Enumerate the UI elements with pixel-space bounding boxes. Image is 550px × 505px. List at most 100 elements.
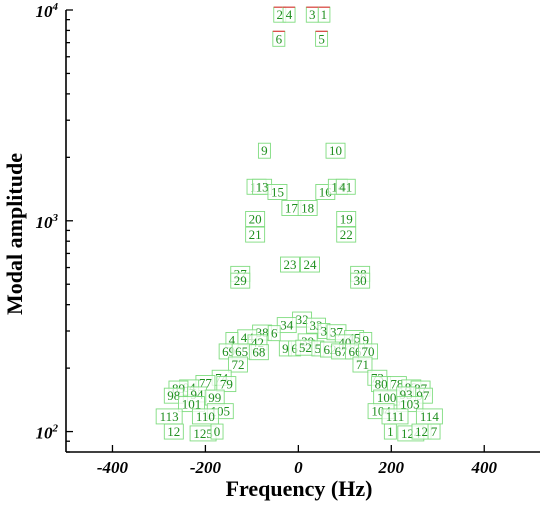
mode-marker-box (216, 376, 237, 393)
x-tick-label: 200 (378, 458, 405, 477)
mode-marker-box (191, 408, 219, 425)
mode-marker-label: 4 (229, 332, 236, 347)
mode-marker-label: 9 (362, 332, 369, 347)
mode-marker-label: 12 (415, 424, 428, 439)
mode-marker-box (163, 423, 184, 440)
mode-marker-box (336, 211, 357, 227)
mode-marker-label: 5 (318, 31, 325, 46)
mode-marker-label: 100 (377, 390, 397, 405)
mode-marker-label: 70 (362, 344, 375, 359)
mode-marker-label: 52 (299, 340, 312, 355)
mode-marker-label: 2 (277, 7, 284, 22)
mode-marker-label: 65 (235, 344, 248, 359)
mode-marker-label: 22 (340, 227, 353, 242)
mode-marker-label: 110 (196, 409, 215, 424)
mode-marker-label: 3 (309, 7, 316, 22)
mode-marker: 12 (411, 423, 432, 440)
mode-marker: 18 (297, 200, 318, 216)
mode-marker: 23 (280, 256, 300, 273)
mode-marker-label: 20 (249, 211, 262, 226)
mode-marker-label: 0 (214, 424, 221, 439)
mode-marker-label: 80 (375, 377, 388, 392)
mode-marker: 9 (257, 142, 271, 159)
x-axis-title: Frequency (Hz) (226, 476, 373, 501)
mode-marker-box (396, 396, 424, 413)
mode-marker: 41 (335, 178, 356, 195)
mode-marker: 52 (295, 339, 316, 356)
mode-marker: 110 (191, 408, 219, 425)
mode-marker-label: 12 (167, 424, 180, 439)
mode-marker: 13 (252, 178, 273, 195)
mode-marker-box (227, 356, 248, 373)
mode-marker: 68 (248, 344, 269, 361)
mode-marker-label: 19 (340, 211, 353, 226)
y-axis-title: Modal amplitude (2, 153, 27, 315)
mode-marker: 30 (350, 272, 371, 289)
mode-marker-label: 4 (286, 7, 293, 22)
mode-marker-label: 17 (285, 200, 299, 215)
mode-marker-label: 29 (234, 273, 247, 288)
mode-marker-label: 32 (296, 312, 309, 327)
mode-marker-label: 79 (220, 377, 233, 392)
mode-marker-label: 99 (208, 390, 221, 405)
mode-marker-label: 71 (356, 357, 369, 372)
mode-marker-label: 18 (301, 200, 314, 215)
mode-marker-label: 1 (387, 424, 394, 439)
mode-marker: 10 (325, 142, 346, 159)
mode-marker: 15 (267, 184, 288, 200)
mode-marker-label: 6 (271, 326, 278, 341)
mode-marker-box (267, 325, 281, 342)
mode-marker: 21 (245, 226, 266, 243)
mode-marker-label: 114 (420, 409, 440, 424)
mode-marker-box (178, 396, 205, 413)
y-ticks: 102 103 104 (36, 1, 73, 453)
mode-marker-label: 13 (256, 179, 269, 194)
mode-marker-box (335, 178, 356, 195)
mode-marker-box (245, 211, 266, 227)
mode-marker-label: 6 (276, 31, 283, 46)
mode-marker-label: 15 (271, 184, 284, 199)
mode-marker-label: 98 (167, 388, 180, 403)
mode-marker: 125 (189, 425, 217, 442)
mode-marker-label: 67 (335, 344, 349, 359)
mode-marker: 4 (282, 6, 296, 23)
mode-marker-label: 125 (193, 426, 213, 441)
mode-marker-label: 9 (282, 341, 289, 356)
mode-marker: 5 (315, 30, 329, 47)
point-markers: 1234569101113151614411718201921222324272… (155, 6, 443, 442)
mode-marker: 1 (383, 423, 397, 440)
mode-marker-box (257, 142, 271, 159)
mode-marker-box (350, 272, 371, 289)
mode-marker-box (297, 200, 318, 216)
mode-marker-label: 21 (249, 227, 262, 242)
mode-marker: 20 (245, 211, 266, 227)
mode-marker-box (280, 256, 300, 273)
x-tick-label: -400 (97, 458, 129, 477)
mode-marker-box (383, 423, 397, 440)
mode-marker: 0 (210, 423, 224, 440)
mode-marker-label: 1 (321, 7, 328, 22)
mode-marker-label: 113 (160, 409, 179, 424)
mode-marker: 100 (373, 389, 401, 406)
mode-marker-label: 6 (291, 341, 298, 356)
mode-marker: 19 (336, 211, 357, 227)
mode-marker: 7 (427, 423, 441, 440)
mode-marker: 6 (267, 325, 281, 342)
mode-marker-label: 9 (261, 143, 268, 158)
mode-marker-label: 30 (354, 273, 367, 288)
mode-marker: 3 (305, 6, 319, 23)
mode-marker-box (300, 256, 320, 273)
mode-marker-box (352, 356, 373, 373)
mode-marker: 99 (204, 389, 225, 406)
mode-marker-label: 41 (339, 179, 352, 194)
mode-marker-label: 72 (231, 357, 244, 372)
mode-marker-label: 34 (280, 318, 294, 333)
mode-marker-box (267, 184, 288, 200)
mode-marker: 101 (178, 396, 205, 413)
mode-marker: 17 (281, 200, 302, 216)
mode-marker-label: 23 (283, 257, 296, 272)
mode-marker: 80 (371, 376, 392, 393)
mode-marker: 72 (227, 356, 248, 373)
mode-marker: 79 (216, 376, 237, 393)
mode-marker-box (245, 226, 266, 243)
